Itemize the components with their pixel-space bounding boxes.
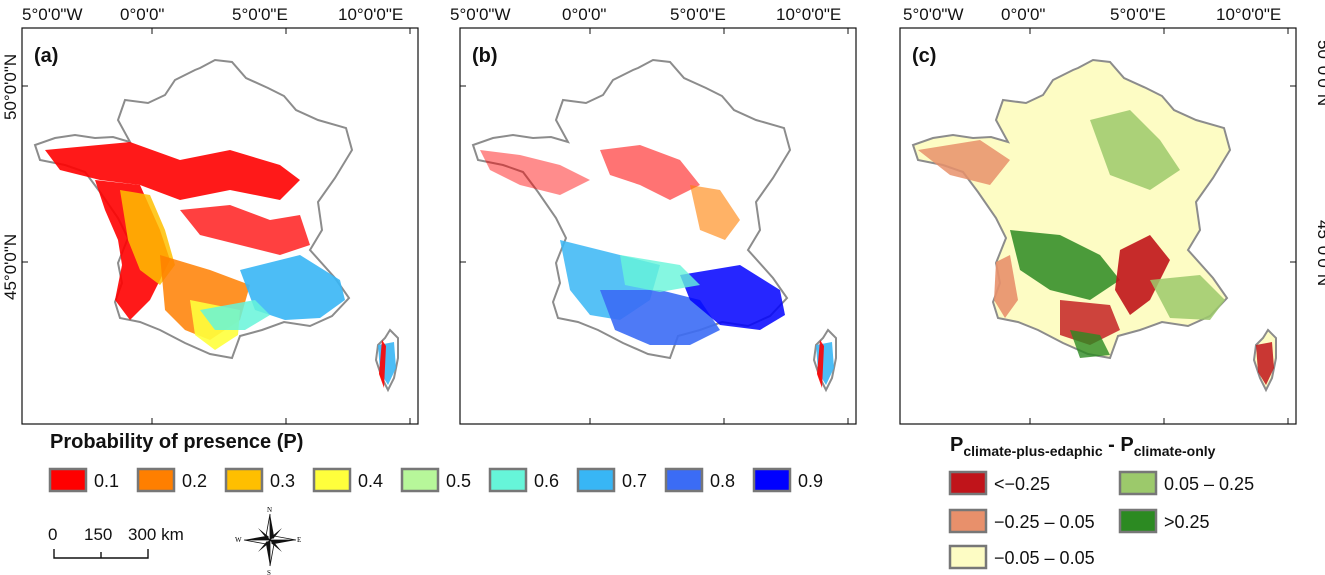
legend-label: >0.25 <box>1164 512 1210 532</box>
legend-difference-title: Pclimate-plus-edaphic - Pclimate-only <box>950 434 1216 459</box>
probability-raster-b <box>480 145 834 388</box>
lon-label: 5°0'0"W <box>450 5 511 24</box>
legend-swatch <box>488 467 528 493</box>
lon-label: 10°0'0"E <box>776 5 841 24</box>
legend-label: −0.25 – 0.05 <box>994 512 1095 532</box>
legend-swatch <box>948 470 988 496</box>
scale-tick-label: 300 km <box>128 525 184 544</box>
legend-label: 0.1 <box>94 471 119 491</box>
lat-label: 45°0'0"N <box>1 234 20 300</box>
legend-label: 0.5 <box>446 471 471 491</box>
panel-letter-a: (a) <box>34 45 58 67</box>
lon-label: 10°0'0"E <box>338 5 403 24</box>
legend-difference: Pclimate-plus-edaphic - Pclimate-only <−… <box>948 434 1254 570</box>
lon-labels: 5°0'0"W 0°0'0" 5°0'0"E 10°0'0"E 5°0'0"W … <box>22 5 1281 24</box>
legend-label: 0.3 <box>270 471 295 491</box>
lon-label: 0°0'0" <box>1001 5 1045 24</box>
lat-label: 50°0'0"N <box>1314 40 1325 106</box>
legend-swatch <box>948 508 988 534</box>
panel-a <box>21 27 419 425</box>
compass-n: N <box>267 506 272 514</box>
scale-tick-label: 0 <box>48 525 57 544</box>
legend-probability-title: Probability of presence (P) <box>50 431 303 453</box>
panel-b <box>459 27 857 425</box>
legend-swatch <box>1118 508 1158 534</box>
legend-label: −0.05 – 0.05 <box>994 548 1095 568</box>
legend-swatch <box>664 467 704 493</box>
legend-swatch <box>136 467 176 493</box>
lat-label: 50°0'0"N <box>1 54 20 120</box>
legend-label: 0.9 <box>798 471 823 491</box>
legend-label: <−0.25 <box>994 474 1050 494</box>
legend-label: 0.4 <box>358 471 383 491</box>
lon-label: 5°0'0"E <box>1110 5 1166 24</box>
legend-swatch <box>576 467 616 493</box>
lon-label: 0°0'0" <box>562 5 606 24</box>
compass-rose-icon: N S E W <box>235 506 301 575</box>
lon-label: 0°0'0" <box>120 5 164 24</box>
panel-letter-b: (b) <box>472 45 498 67</box>
lat-label: 45°0'0"N <box>1314 220 1325 286</box>
scale-tick-label: 150 <box>84 525 112 544</box>
legend-swatch <box>48 467 88 493</box>
legend-label: 0.2 <box>182 471 207 491</box>
legend-swatch <box>752 467 792 493</box>
legend-label: 0.05 – 0.25 <box>1164 474 1254 494</box>
lon-label: 5°0'0"E <box>232 5 288 24</box>
panel-c <box>899 27 1297 425</box>
lon-label: 5°0'0"W <box>22 5 83 24</box>
compass-e: E <box>297 536 301 544</box>
legend-label: 0.8 <box>710 471 735 491</box>
legend-label: 0.6 <box>534 471 559 491</box>
compass-w: W <box>235 536 242 544</box>
difference-raster-c <box>918 110 1274 385</box>
legend-swatch <box>1118 470 1158 496</box>
probability-raster-a <box>45 142 396 388</box>
legend-probability: Probability of presence (P) 0.1 0.2 0.3 0.4… <box>48 431 823 493</box>
scale-bar: 0 150 300 km <box>48 525 184 559</box>
lon-label: 10°0'0"E <box>1216 5 1281 24</box>
compass-s: S <box>267 569 271 575</box>
legend-swatch <box>948 544 988 570</box>
lon-label: 5°0'0"E <box>670 5 726 24</box>
legend-swatch <box>400 467 440 493</box>
legend-swatch <box>224 467 264 493</box>
lon-label: 5°0'0"W <box>903 5 964 24</box>
lat-labels: 50°0'0"N 45°0'0"N 50°0'0"N 45°0'0"N <box>1 40 1325 300</box>
legend-swatch <box>312 467 352 493</box>
panel-letter-c: (c) <box>912 45 936 67</box>
legend-label: 0.7 <box>622 471 647 491</box>
tick-marks <box>22 28 1296 424</box>
